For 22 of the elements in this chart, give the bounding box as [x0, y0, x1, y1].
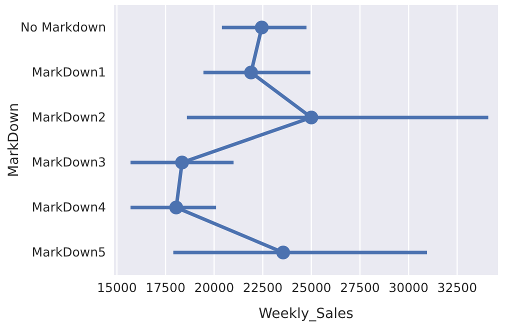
point [244, 66, 258, 80]
x-tick-label: 20000 [194, 280, 234, 295]
y-tick-label: MarkDown3 [32, 154, 106, 170]
point [169, 200, 184, 214]
x-tick-label: 15000 [97, 280, 137, 295]
point [254, 20, 269, 34]
x-tick-label: 30000 [388, 280, 428, 295]
x-tick-label: 25000 [291, 280, 332, 295]
y-tick-label: No Markdown [20, 20, 106, 34]
y-tick-label: MarkDown2 [32, 110, 106, 124]
x-tick-label: 27500 [340, 280, 380, 295]
point [304, 110, 318, 124]
x-axis-title: Weekly_Sales [258, 306, 354, 322]
point [175, 156, 189, 170]
y-tick-label: MarkDown1 [32, 64, 106, 80]
x-tick-label: 22500 [242, 280, 283, 295]
y-axis-title: MarkDown [6, 102, 22, 178]
x-tick-label: 17500 [146, 280, 186, 295]
point [276, 246, 290, 260]
y-tick-label: MarkDown5 [32, 244, 106, 260]
x-tick-label: 32500 [437, 280, 478, 295]
y-tick-label: MarkDown4 [32, 200, 106, 214]
